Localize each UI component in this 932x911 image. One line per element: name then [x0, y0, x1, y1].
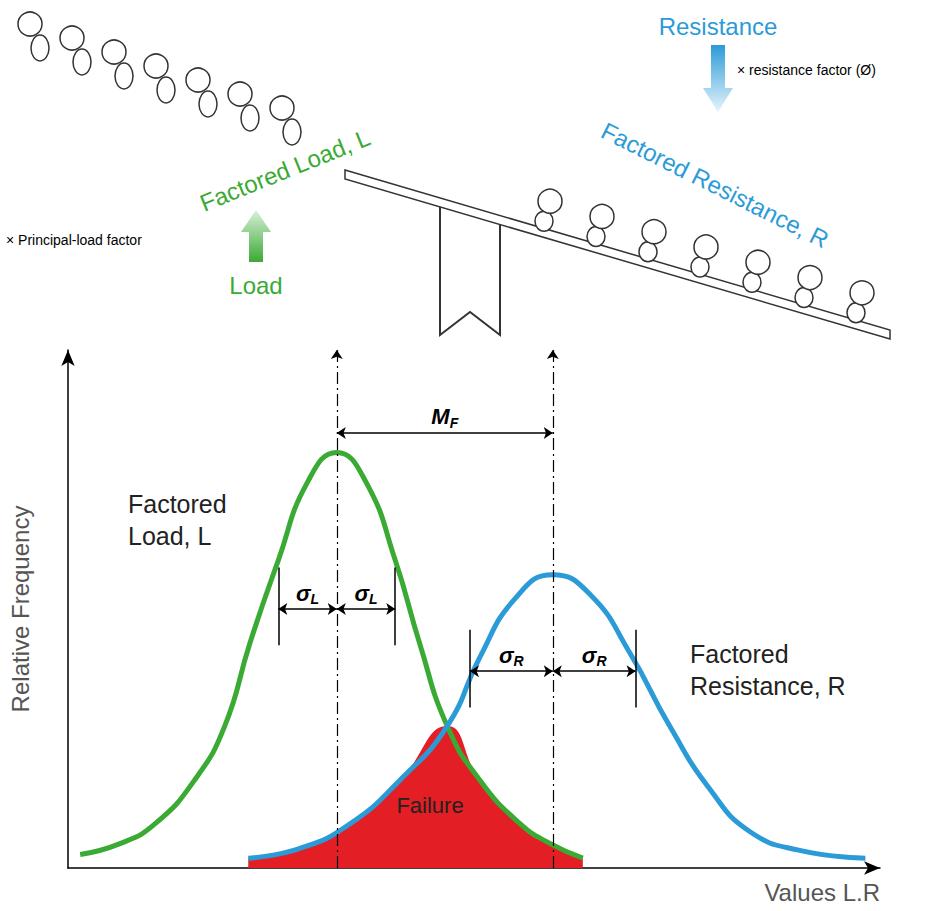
svg-text:L: L	[311, 591, 320, 607]
svg-text:Factored: Factored	[690, 640, 789, 668]
svg-text:F: F	[450, 415, 459, 431]
svg-text:R: R	[596, 653, 607, 669]
svg-text:Load, L: Load, L	[128, 522, 212, 550]
svg-text:R: R	[514, 653, 525, 669]
svg-text:× Principal-load factor: × Principal-load factor	[6, 232, 142, 248]
svg-text:σ: σ	[499, 643, 515, 668]
svg-text:Factored: Factored	[128, 490, 227, 518]
svg-text:L: L	[369, 591, 378, 607]
svg-text:Failure: Failure	[396, 793, 463, 818]
svg-text:Factored Load, L: Factored Load, L	[196, 123, 374, 216]
svg-text:Resistance, R: Resistance, R	[690, 672, 846, 700]
svg-text:× resistance factor (Ø): × resistance factor (Ø)	[737, 62, 876, 78]
svg-text:M: M	[431, 404, 450, 429]
svg-text:σ: σ	[582, 643, 598, 668]
svg-text:Load: Load	[229, 272, 282, 299]
svg-text:Relative Frequency: Relative Frequency	[7, 506, 34, 713]
svg-text:Values L.R: Values L.R	[764, 879, 880, 906]
svg-text:Factored Resistance, R: Factored Resistance, R	[597, 117, 833, 253]
svg-text:σ: σ	[354, 581, 370, 606]
svg-text:σ: σ	[296, 581, 312, 606]
svg-text:Resistance: Resistance	[659, 13, 778, 40]
